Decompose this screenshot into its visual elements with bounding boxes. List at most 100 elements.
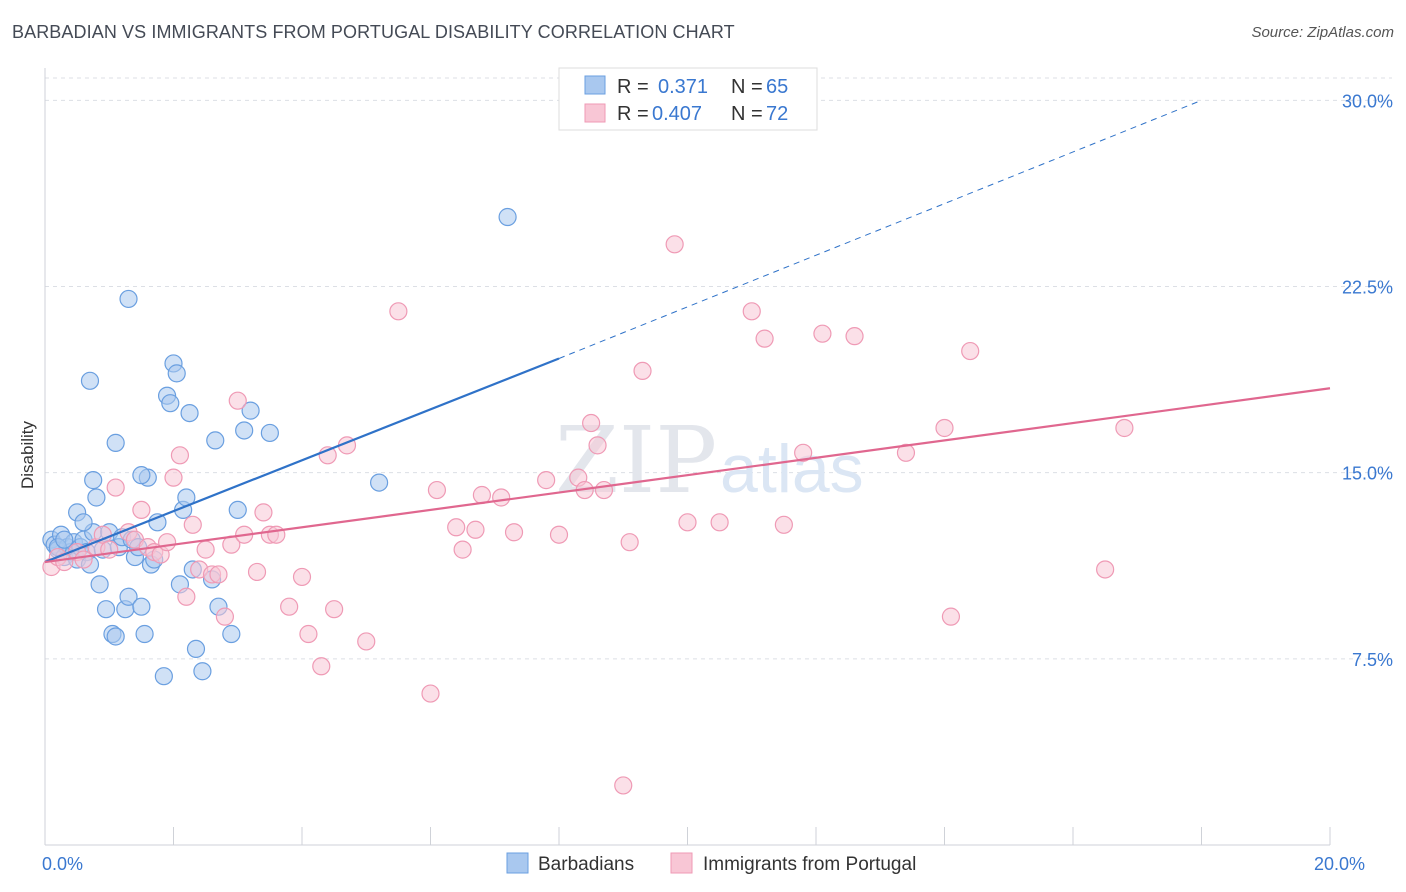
point-s1-57 xyxy=(620,533,639,552)
source-label: Source: ZipAtlas.com xyxy=(1251,24,1394,41)
point-s1-28 xyxy=(247,562,267,582)
legend-r-value-1: 0.371 xyxy=(658,76,708,98)
point-s0-51 xyxy=(235,421,254,440)
bottom-legend-portugal: Immigrants from Portugal xyxy=(703,854,916,875)
point-s1-18 xyxy=(177,587,196,606)
point-s0-53 xyxy=(260,423,279,443)
point-s0-14 xyxy=(87,488,106,507)
stats-legend: R = 0.371 N = 65 R = 0.407 N = 72 xyxy=(558,67,818,131)
point-s1-45 xyxy=(466,520,485,539)
point-s1-8 xyxy=(106,478,125,497)
point-s0-50 xyxy=(228,500,247,520)
point-s1-32 xyxy=(280,597,299,616)
point-s0-42 xyxy=(180,403,199,423)
point-s0-29 xyxy=(135,624,154,644)
point-s1-7 xyxy=(100,540,119,559)
point-s1-47 xyxy=(492,488,511,507)
point-s0-17 xyxy=(96,600,116,619)
point-s1-48 xyxy=(504,523,524,542)
point-s1-26 xyxy=(228,391,247,410)
point-s1-31 xyxy=(267,525,286,544)
point-s1-54 xyxy=(588,436,607,455)
point-s1-16 xyxy=(164,468,183,487)
point-s1-59 xyxy=(665,235,684,254)
grid-lines xyxy=(45,77,1392,660)
point-s1-34 xyxy=(299,624,318,644)
y-tick-label-0: 7.5% xyxy=(1352,650,1393,670)
point-s1-43 xyxy=(447,518,466,537)
trend-extension-0 xyxy=(558,99,1202,359)
point-s0-57 xyxy=(84,471,103,490)
chart-title: BARBADIAN VS IMMIGRANTS FROM PORTUGAL DI… xyxy=(12,22,735,42)
legend-r-value-2: 0.407 xyxy=(652,103,702,125)
point-s1-33 xyxy=(292,567,312,587)
tick-labels: 7.5% 15.0% 22.5% 30.0% 0.0% 20.0% xyxy=(42,91,1393,874)
point-s1-49 xyxy=(537,471,556,490)
point-s1-29 xyxy=(254,503,273,522)
trend-line-0 xyxy=(44,357,560,564)
point-s1-72 xyxy=(1096,560,1115,579)
point-s1-61 xyxy=(710,513,729,532)
series-legend: Barbadians Immigrants from Portugal xyxy=(506,852,916,875)
point-s1-64 xyxy=(774,515,793,534)
point-s1-44 xyxy=(453,540,472,559)
point-s1-11 xyxy=(132,500,151,520)
point-s1-39 xyxy=(357,632,376,651)
point-s1-35 xyxy=(312,657,331,676)
point-s1-42 xyxy=(427,480,447,500)
point-s1-69 xyxy=(935,418,954,438)
y-tick-label-1: 15.0% xyxy=(1342,464,1393,484)
legend-n-label-2: N = xyxy=(731,103,763,125)
point-s1-23 xyxy=(209,565,228,584)
bottom-legend-barbadians: Barbadians xyxy=(538,854,634,875)
point-s1-73 xyxy=(1115,418,1134,438)
point-s1-66 xyxy=(813,324,832,343)
point-s0-52 xyxy=(241,401,260,420)
point-s1-55 xyxy=(594,480,614,500)
watermark-zip: ZIP xyxy=(555,407,717,514)
legend-n-value-1: 65 xyxy=(766,76,788,98)
y-axis-label: Disability xyxy=(18,420,37,489)
point-s1-63 xyxy=(755,329,774,348)
point-s0-58 xyxy=(106,433,125,452)
point-s1-19 xyxy=(183,515,202,534)
point-s0-38 xyxy=(167,364,186,383)
point-s1-17 xyxy=(170,446,190,465)
legend-r-label-1: R = xyxy=(617,76,649,98)
point-s1-15 xyxy=(157,533,177,552)
point-s0-56 xyxy=(80,371,100,390)
point-s1-53 xyxy=(582,413,601,433)
point-s0-44 xyxy=(186,639,206,659)
point-s1-65 xyxy=(794,443,813,462)
point-s1-37 xyxy=(325,600,344,619)
point-s0-49 xyxy=(222,624,241,644)
point-s1-24 xyxy=(215,607,234,626)
point-s0-47 xyxy=(206,431,225,450)
bottom-swatch-barbadians xyxy=(506,852,529,874)
point-s0-61 xyxy=(370,473,389,492)
point-s1-70 xyxy=(941,607,961,626)
legend-r-label-2: R = xyxy=(617,103,649,125)
point-s0-62 xyxy=(498,207,517,227)
legend-swatch-portugal xyxy=(584,103,606,123)
point-s0-24 xyxy=(119,587,138,606)
point-s0-34 xyxy=(154,667,173,686)
point-s1-46 xyxy=(472,485,491,505)
point-s0-45 xyxy=(193,662,212,681)
point-s0-28 xyxy=(132,597,151,616)
point-s1-56 xyxy=(614,776,633,795)
point-s1-68 xyxy=(896,443,916,462)
point-s1-58 xyxy=(633,361,652,380)
y-tick-label-3: 30.0% xyxy=(1342,91,1393,111)
point-s0-59 xyxy=(119,289,138,309)
point-s1-71 xyxy=(961,341,980,361)
point-s0-15 xyxy=(90,575,109,594)
point-s1-4 xyxy=(74,550,93,569)
point-s0-64 xyxy=(55,530,74,549)
axes xyxy=(44,68,1331,846)
legend-n-value-2: 72 xyxy=(766,103,788,125)
watermark-atlas: atlas xyxy=(720,431,864,507)
x-tick-label-0: 0.0% xyxy=(42,854,83,874)
point-s0-36 xyxy=(161,394,180,413)
